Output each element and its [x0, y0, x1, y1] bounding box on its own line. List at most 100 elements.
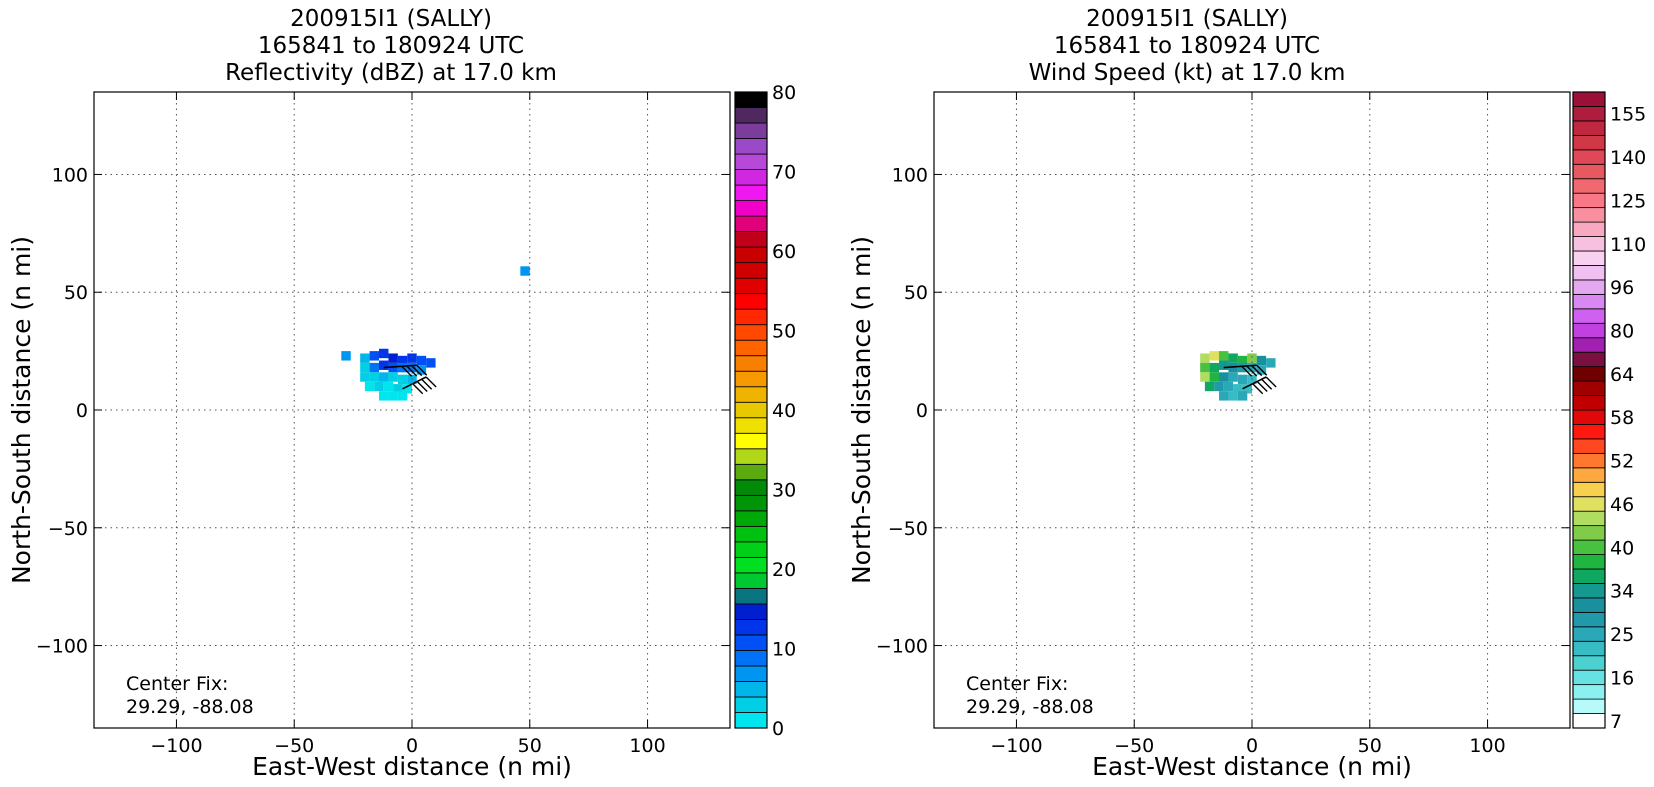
- wind-cell: [1228, 391, 1238, 401]
- wind-barb-feather: [416, 380, 428, 392]
- wind-speed-title-line-2: 165841 to 180924 UTC: [1053, 33, 1321, 59]
- colorbar-tick-label: 40: [772, 400, 796, 422]
- colorbar-bin: [1572, 568, 1606, 584]
- wind-barb-feather: [425, 376, 437, 388]
- x-tick-label: 0: [406, 735, 418, 757]
- wind-barb-feather: [401, 365, 413, 377]
- colorbar-bin: [1572, 293, 1606, 310]
- colorbar-bin: [734, 370, 768, 388]
- wind-speed-title: 200915I1 (SALLY) 165841 to 180924 UTC Wi…: [937, 6, 1437, 87]
- x-tick-label: −100: [150, 735, 202, 757]
- colorbar-bin: [1572, 510, 1606, 527]
- wind-barb-shaft: [383, 364, 417, 369]
- colorbar-frame: [1572, 91, 1606, 729]
- wind-speed-title-line-3: Wind Speed (kt) at 17.0 km: [1028, 60, 1346, 86]
- wind-barb-feather: [416, 364, 428, 376]
- wind-cell: [1256, 355, 1267, 366]
- echo-cell: [369, 372, 380, 382]
- wind-cell: [1200, 362, 1210, 373]
- reflectivity-plot-frame: [93, 91, 731, 729]
- y-tick-label: −50: [888, 518, 928, 540]
- wind-cell: [1209, 372, 1220, 382]
- wind-cell: [1209, 351, 1220, 361]
- wind-cell: [1228, 353, 1238, 363]
- colorbar-bin: [1572, 525, 1606, 541]
- colorbar-tick-label: 110: [1610, 234, 1646, 256]
- echo-cell: [360, 372, 370, 382]
- colorbar-tick-label: 30: [772, 480, 796, 502]
- echo-cell: [393, 384, 403, 394]
- colorbar-tick-label: 0: [772, 718, 784, 740]
- reflectivity-title-line-3: Reflectivity (dBZ) at 17.0 km: [225, 60, 557, 86]
- colorbar-bin: [1572, 106, 1606, 122]
- wind-barb-feather: [1261, 378, 1273, 390]
- colorbar-bin: [1572, 337, 1606, 353]
- colorbar-tick-label: 58: [1610, 407, 1634, 429]
- reflectivity-y-axis-label: North-South distance (n mi): [7, 236, 36, 584]
- colorbar-bin: [734, 401, 768, 419]
- wind-speed-panel: −100 −50 0 50 100 −100 −50 0 50 100 Center Fix: 2…: [847, 91, 1646, 781]
- colorbar-bin: [1572, 640, 1606, 657]
- wind-cell: [1219, 391, 1229, 401]
- x-tick-label: 50: [1358, 735, 1382, 757]
- echo-cell: [374, 381, 384, 392]
- x-tick-label: −100: [990, 735, 1042, 757]
- colorbar-bin: [734, 556, 768, 574]
- echo-cell: [397, 374, 408, 385]
- y-tick-label: −100: [36, 636, 88, 658]
- echo-cell: [360, 362, 370, 373]
- colorbar-bin: [734, 572, 768, 589]
- wind-cell: [1266, 358, 1276, 368]
- colorbar-bin: [734, 184, 768, 201]
- colorbar-bin: [1572, 424, 1606, 440]
- colorbar-bin: [1572, 395, 1606, 411]
- wind-cell: [1219, 351, 1229, 361]
- x-tick-label: 100: [1469, 735, 1505, 757]
- colorbar-bin: [734, 386, 768, 403]
- colorbar-bin: [1572, 308, 1606, 324]
- wind-speed-title-line-1: 200915I1 (SALLY): [1086, 6, 1288, 32]
- colorbar-bin: [1572, 250, 1606, 266]
- wind-cell: [1204, 381, 1215, 392]
- colorbar-tick-label: 7: [1610, 711, 1622, 733]
- colorbar-bin: [1572, 438, 1606, 454]
- colorbar-bin: [734, 525, 768, 543]
- wind-cell: [1228, 372, 1238, 382]
- wind-barb-shaft: [1223, 364, 1257, 369]
- colorbar-bin: [734, 200, 768, 217]
- wind-speed-center-fix-value: 29.29, -88.08: [966, 696, 1094, 718]
- colorbar-tick-label: 96: [1610, 277, 1634, 299]
- wind-barb-feather: [1256, 364, 1268, 376]
- colorbar-bin: [1572, 380, 1606, 396]
- y-tick-label: 100: [52, 164, 88, 186]
- colorbar-bin: [734, 355, 768, 372]
- y-tick-label: 50: [904, 282, 928, 304]
- reflectivity-title-line-2: 165841 to 180924 UTC: [257, 33, 525, 59]
- echo-cell: [379, 348, 389, 359]
- wind-speed-colorbar: 7 16 25 34 40 46 52 58 64 80 96 110 125 140 155: [1572, 91, 1646, 733]
- y-tick-label: −100: [876, 636, 928, 658]
- colorbar-bin: [1572, 91, 1606, 107]
- colorbar-bin: [1572, 655, 1606, 671]
- colorbar-tick-label: 155: [1610, 104, 1646, 126]
- wind-speed-center-fix-label: Center Fix:: [966, 673, 1068, 695]
- wind-cell: [1237, 355, 1248, 366]
- colorbar-bin: [734, 308, 768, 326]
- colorbar-bin: [1572, 539, 1606, 555]
- colorbar-bin: [734, 122, 768, 139]
- colorbar-bin: [734, 324, 768, 341]
- echo-cell: [379, 391, 389, 401]
- colorbar-bin: [1572, 322, 1606, 339]
- y-tick-label: −50: [48, 518, 88, 540]
- echo-cell: [397, 391, 408, 401]
- colorbar-bin: [1572, 351, 1606, 368]
- colorbar-bin: [1572, 236, 1606, 252]
- colorbar-bin: [734, 479, 768, 496]
- colorbar-tick-label: 64: [1610, 364, 1634, 386]
- colorbar-tick-label: 46: [1610, 494, 1634, 516]
- colorbar-bin: [734, 696, 768, 713]
- colorbar-bin: [1572, 467, 1606, 483]
- reflectivity-center-fix-label: Center Fix:: [126, 673, 228, 695]
- colorbar-bin: [734, 262, 768, 279]
